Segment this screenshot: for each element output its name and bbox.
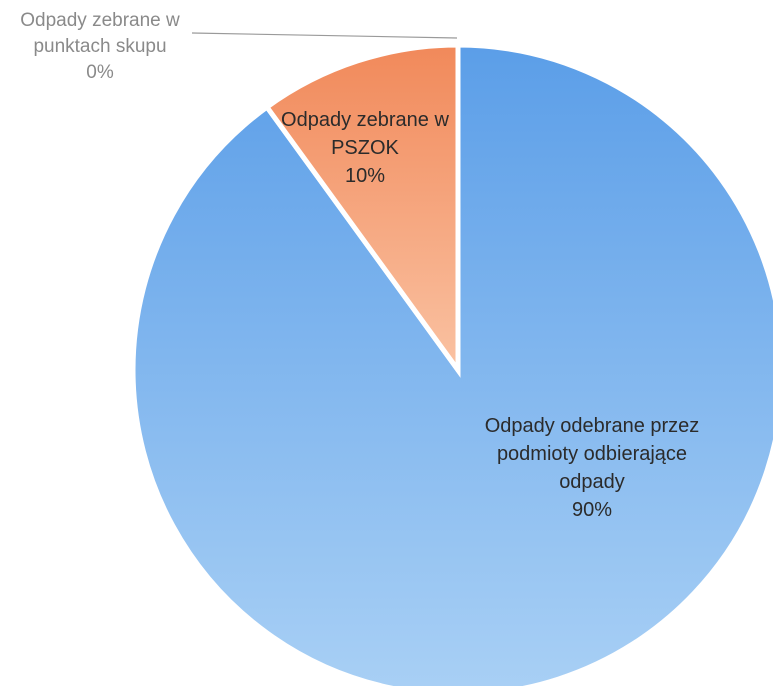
slice-label-punktach-skupu-line-1: Odpady zebrane w xyxy=(20,10,180,31)
slice-label-punktach-skupu-line-2: punktach skupu xyxy=(33,36,167,57)
slice-label-odebrane-percent: 90% xyxy=(571,499,613,521)
leader-line-punktach-skupu xyxy=(191,32,458,39)
slice-label-punktach-skupu-percent: 0% xyxy=(86,62,114,83)
slice-label-odebrane-line-2: podmioty odbierające xyxy=(496,443,688,465)
slice-label-punktach-skupu: Odpady zebrane w punktach skupu 0% xyxy=(0,8,200,86)
slice-pszok xyxy=(263,42,461,378)
slice-label-odebrane: Odpady odebrane przez podmioty odbierają… xyxy=(452,412,732,524)
slice-label-pszok: Odpady zebrane w PSZOK 10% xyxy=(260,106,470,190)
slice-label-pszok-line-2: PSZOK xyxy=(331,137,399,159)
slice-label-pszok-line-1: Odpady zebrane w xyxy=(281,109,449,131)
slice-label-odebrane-line-3: odpady xyxy=(559,471,625,493)
slice-label-odebrane-line-1: Odpady odebrane przez xyxy=(484,415,700,437)
slice-label-pszok-percent: 10% xyxy=(344,165,386,187)
